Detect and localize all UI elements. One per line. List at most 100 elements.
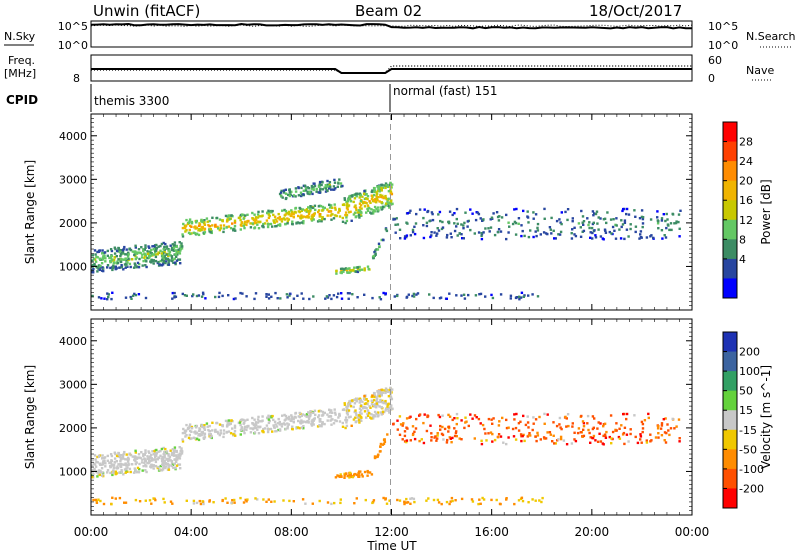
power-cell	[536, 226, 539, 230]
velocity-cell	[94, 465, 98, 468]
velocity-cell	[541, 496, 544, 500]
velocity-cell	[96, 475, 99, 478]
velocity-cell	[517, 499, 521, 502]
velocity-cell	[91, 476, 94, 479]
power-cell	[211, 216, 214, 219]
velocity-cell	[513, 502, 516, 506]
velocity-cell	[195, 424, 198, 428]
velocity-cell	[383, 438, 386, 441]
power-cell	[119, 260, 123, 264]
velocity-cell	[520, 435, 523, 438]
velocity-cell	[161, 455, 164, 459]
velocity-cell	[293, 415, 297, 419]
velocity-cell	[151, 458, 154, 461]
power-cell	[177, 251, 181, 255]
power-cell	[546, 232, 549, 236]
power-cell	[338, 209, 341, 212]
velocity-cell	[558, 416, 562, 420]
power-cell	[346, 271, 349, 274]
velocity-cell	[453, 417, 456, 420]
power-cell	[202, 292, 205, 296]
velocity-cell	[251, 427, 254, 430]
velocity-cell	[553, 442, 556, 445]
velocity-cell	[623, 426, 627, 429]
power-cell	[188, 228, 191, 232]
velocity-cell	[610, 442, 613, 445]
velocity-cell	[225, 431, 228, 434]
velocity-cell	[384, 409, 387, 412]
velocity-cell	[527, 426, 530, 429]
power-cell	[368, 207, 371, 210]
velocity-cell	[227, 419, 230, 422]
power-cell	[217, 227, 220, 230]
nsky-left-tick-bottom: 10^0	[58, 39, 88, 52]
velocity-cell	[365, 416, 368, 419]
velocity-cell	[316, 425, 320, 428]
power-cell	[321, 217, 324, 221]
power-cell	[288, 188, 291, 191]
power-cell	[305, 208, 309, 211]
power-cell	[120, 258, 123, 261]
velocity-cell	[98, 473, 101, 477]
power-cell	[306, 190, 310, 194]
power-cell	[495, 211, 499, 214]
power-cell	[198, 223, 202, 226]
power-cell	[282, 191, 286, 194]
velocity-cell	[396, 428, 399, 431]
power-cell	[393, 295, 396, 298]
power-cell	[167, 248, 170, 251]
power-cell	[115, 249, 119, 253]
velocity-cell	[562, 439, 566, 442]
power-cell	[403, 237, 407, 240]
power-cell	[178, 241, 181, 244]
velocity-cell	[212, 501, 215, 504]
velocity-cell	[398, 433, 402, 436]
velocity-cell	[100, 467, 104, 470]
power-cell	[679, 209, 682, 212]
power-cell	[243, 226, 246, 230]
velocity-cell	[482, 498, 486, 501]
velocity-cell	[117, 463, 120, 466]
power-cell	[162, 257, 165, 261]
velocity-cell	[353, 502, 356, 505]
power-cell	[592, 221, 595, 224]
velocity-cell	[173, 466, 176, 469]
velocity-cell	[389, 386, 392, 390]
power-cell	[593, 212, 596, 215]
power-cell	[389, 192, 392, 195]
velocity-cell	[498, 502, 502, 506]
colorbar-tick-label: 100	[739, 365, 760, 378]
power-cell	[664, 219, 667, 223]
power-cell	[268, 214, 271, 218]
velocity-cell	[471, 417, 474, 420]
power-cell	[441, 226, 445, 229]
velocity-ylabel: Slant Range [km]	[23, 365, 37, 469]
velocity-cell	[307, 411, 310, 414]
velocity-cell	[173, 462, 176, 465]
power-cell	[437, 229, 441, 232]
velocity-cell	[599, 440, 603, 443]
power-cell	[245, 295, 248, 298]
power-cell	[342, 268, 346, 271]
velocity-cell	[379, 411, 383, 414]
velocity-cell	[330, 418, 333, 421]
power-cell	[641, 216, 645, 219]
velocity-cell	[124, 462, 127, 465]
velocity-cell	[226, 423, 229, 426]
velocity-cell	[261, 415, 264, 418]
velocity-cell	[309, 414, 312, 418]
power-cell	[167, 263, 171, 266]
velocity-cell	[92, 498, 95, 502]
velocity-cell	[134, 468, 137, 472]
velocity-cell	[437, 413, 440, 417]
velocity-cell	[447, 425, 451, 428]
power-cell	[356, 267, 360, 270]
velocity-cell	[283, 413, 286, 417]
velocity-cell	[454, 499, 457, 502]
nave-trace	[91, 65, 692, 74]
power-cell	[591, 231, 594, 235]
power-cell	[387, 197, 390, 200]
power-cell	[299, 217, 303, 220]
power-cell	[267, 216, 271, 220]
